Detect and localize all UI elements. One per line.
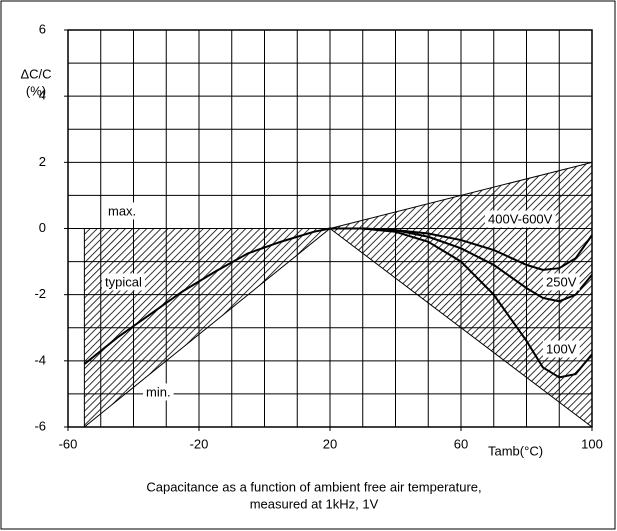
y-tick-label: 2 bbox=[39, 154, 46, 169]
annotation: min. bbox=[146, 384, 171, 399]
y-tick-label: -4 bbox=[34, 352, 46, 367]
series-line bbox=[83, 227, 331, 365]
x-tick-label: 60 bbox=[454, 436, 468, 451]
x-tick-label: 20 bbox=[323, 436, 337, 451]
y-axis-label: (%) bbox=[26, 83, 46, 98]
annotation-box bbox=[143, 383, 174, 401]
y-tick-label: 6 bbox=[39, 21, 46, 36]
x-axis-label-box bbox=[485, 442, 547, 460]
x-tick-label: 100 bbox=[581, 436, 603, 451]
series-line bbox=[330, 227, 593, 303]
series-label-box bbox=[485, 210, 556, 228]
caption: measured at 1kHz, 1V bbox=[250, 496, 379, 511]
caption: Capacitance as a function of ambient fre… bbox=[146, 479, 481, 494]
annotation-box bbox=[105, 202, 140, 220]
y-tick-label: 0 bbox=[39, 220, 46, 235]
x-tick-label: -20 bbox=[190, 436, 209, 451]
y-tick-label: -6 bbox=[34, 418, 46, 433]
series-label-box bbox=[102, 273, 145, 291]
y-tick-label: -2 bbox=[34, 286, 46, 301]
annotation: max. bbox=[108, 203, 136, 218]
series-label: 250V bbox=[546, 274, 577, 289]
series-label-box bbox=[543, 273, 580, 291]
x-tick-label: -60 bbox=[59, 436, 78, 451]
y-tick-label: 4 bbox=[39, 88, 46, 103]
series-label: 400V-600V bbox=[488, 211, 553, 226]
y-axis-label: ΔC/C bbox=[20, 66, 51, 81]
series-label: 100V bbox=[546, 341, 577, 356]
x-axis-label: Tamb(°C) bbox=[488, 443, 543, 458]
series-label: typical bbox=[105, 274, 142, 289]
series-label-box bbox=[543, 340, 580, 358]
series-line bbox=[330, 227, 593, 379]
